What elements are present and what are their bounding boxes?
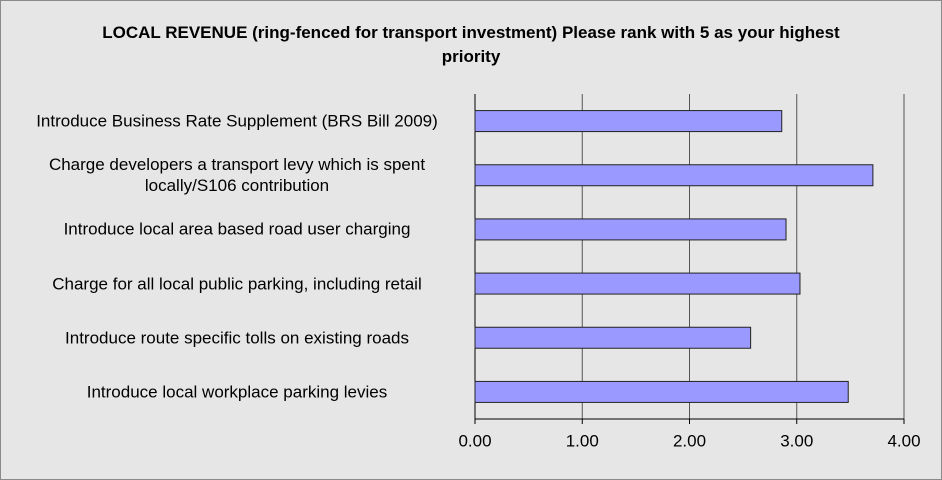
y-tick-label: Charge for all local public parking, inc… xyxy=(52,274,422,294)
x-tick-label: 2.00 xyxy=(673,431,706,450)
y-tick-label: Charge developers a transport levy which… xyxy=(48,155,426,196)
bar xyxy=(474,218,787,241)
bar xyxy=(474,164,874,187)
x-tick-label: 1.00 xyxy=(566,431,599,450)
y-tick-label: Introduce local area based road user cha… xyxy=(63,219,411,239)
x-tick-label: 4.00 xyxy=(887,431,920,450)
y-tick-label: Introduce route specific tolls on existi… xyxy=(65,328,409,348)
x-tick-label: 0.00 xyxy=(458,431,491,450)
chart-title: LOCAL REVENUE (ring-fenced for transport… xyxy=(102,23,840,66)
bar xyxy=(474,272,801,295)
bar xyxy=(474,110,783,133)
y-tick-label: Introduce local workplace parking levies xyxy=(86,382,388,402)
bar xyxy=(474,380,849,403)
x-tick-label: 3.00 xyxy=(780,431,813,450)
y-tick-label: Introduce Business Rate Supplement (BRS … xyxy=(36,111,438,131)
bar xyxy=(474,326,752,349)
